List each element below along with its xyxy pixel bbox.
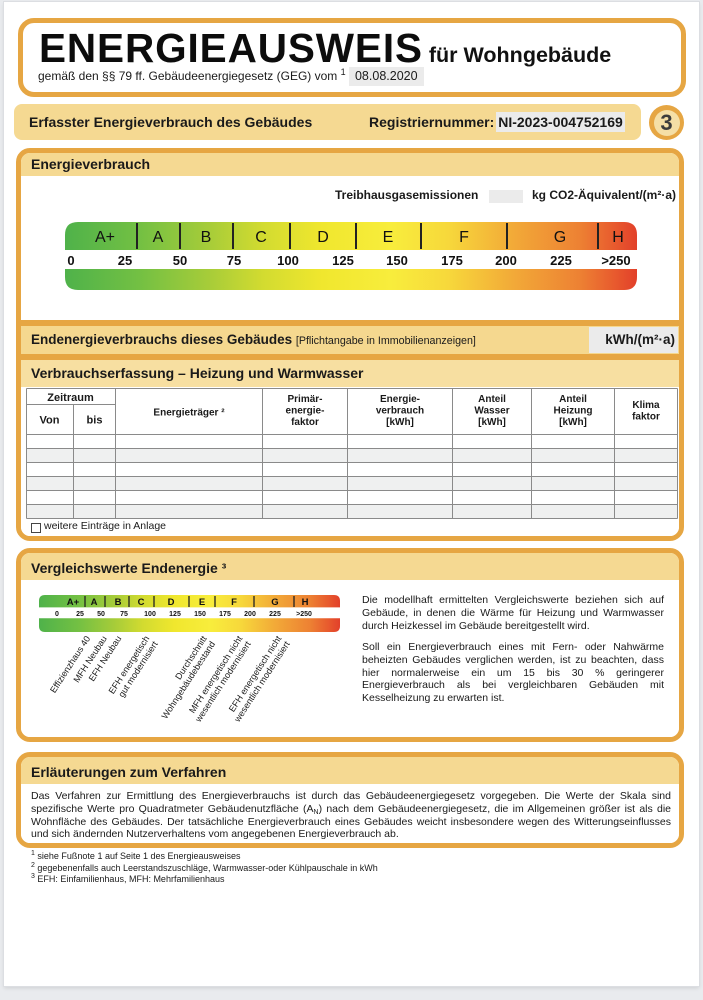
- svg-text:Anteil: Anteil: [559, 394, 587, 405]
- svg-text:50: 50: [97, 611, 105, 618]
- svg-text:F: F: [459, 229, 469, 246]
- svg-text:faktor: faktor: [291, 417, 319, 428]
- svg-text:150: 150: [386, 253, 408, 268]
- svg-text:G: G: [554, 229, 566, 246]
- svg-text:G: G: [271, 597, 278, 608]
- svg-text:A+: A+: [95, 229, 115, 246]
- svg-text:faktor: faktor: [632, 412, 660, 423]
- svg-text:[kWh]: [kWh]: [386, 417, 414, 428]
- svg-text:C: C: [138, 597, 145, 608]
- svg-text:E: E: [199, 597, 205, 608]
- svg-text:Energie-: Energie-: [380, 394, 420, 405]
- svg-text:Heizung: Heizung: [554, 406, 593, 417]
- svg-text:Energieträger ²: Energieträger ²: [153, 408, 225, 419]
- svg-text:H: H: [612, 229, 624, 246]
- svg-text:225: 225: [550, 253, 572, 268]
- svg-text:Wasser: Wasser: [474, 406, 509, 417]
- svg-text:75: 75: [227, 253, 241, 268]
- svg-text:A: A: [153, 229, 164, 246]
- svg-text:0: 0: [67, 253, 74, 268]
- svg-text:175: 175: [219, 611, 231, 618]
- svg-text:0: 0: [55, 611, 59, 618]
- svg-text:125: 125: [169, 611, 181, 618]
- svg-text:B: B: [201, 229, 212, 246]
- svg-text:100: 100: [277, 253, 299, 268]
- svg-text:200: 200: [244, 611, 256, 618]
- svg-text:A+: A+: [67, 597, 80, 608]
- svg-text:100: 100: [144, 611, 156, 618]
- svg-text:125: 125: [332, 253, 354, 268]
- svg-text:75: 75: [120, 611, 128, 618]
- svg-text:[kWh]: [kWh]: [478, 417, 506, 428]
- svg-text:A: A: [91, 597, 98, 608]
- svg-text:Primär-: Primär-: [287, 394, 322, 405]
- svg-text:Zeitraum: Zeitraum: [47, 392, 94, 404]
- svg-text:>250: >250: [296, 611, 312, 618]
- svg-text:energie-: energie-: [286, 406, 325, 417]
- svg-text:Von: Von: [40, 415, 60, 427]
- svg-text:25: 25: [76, 611, 84, 618]
- svg-text:D: D: [317, 229, 329, 246]
- svg-text:D: D: [168, 597, 175, 608]
- svg-text:Klima: Klima: [632, 400, 660, 411]
- svg-text:C: C: [255, 229, 267, 246]
- svg-text:150: 150: [194, 611, 206, 618]
- svg-text:175: 175: [441, 253, 463, 268]
- svg-text:B: B: [115, 597, 122, 608]
- svg-text:200: 200: [495, 253, 517, 268]
- svg-text:bis: bis: [87, 415, 103, 427]
- svg-text:F: F: [231, 597, 237, 608]
- svg-text:verbrauch: verbrauch: [376, 406, 424, 417]
- svg-text:25: 25: [118, 253, 132, 268]
- svg-text:225: 225: [269, 611, 281, 618]
- svg-text:Anteil: Anteil: [478, 394, 506, 405]
- svg-text:[kWh]: [kWh]: [559, 417, 587, 428]
- svg-text:E: E: [383, 229, 394, 246]
- svg-text:>250: >250: [601, 253, 630, 268]
- svg-text:50: 50: [173, 253, 187, 268]
- svg-text:H: H: [302, 597, 309, 608]
